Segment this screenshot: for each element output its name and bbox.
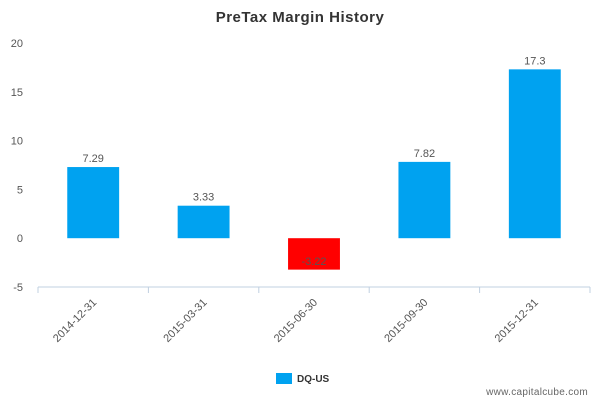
data-label: 7.29 <box>82 153 103 165</box>
bar-series <box>67 69 561 270</box>
x-tick-label: 2015-06-30 <box>272 297 320 345</box>
x-tick-label: 2015-09-30 <box>382 297 430 345</box>
y-tick-label: 20 <box>11 38 23 50</box>
data-label: 3.33 <box>193 192 214 204</box>
data-label: 17.3 <box>524 55 545 67</box>
y-axis: -5 0 5 10 15 20 <box>11 38 23 294</box>
legend-label: DQ-US <box>297 374 330 385</box>
legend-swatch <box>276 373 292 384</box>
data-labels: 7.29 3.33 -3.22 7.82 17.3 <box>82 55 545 268</box>
credit-text: www.capitalcube.com <box>485 387 588 398</box>
chart-title: PreTax Margin History <box>216 9 385 26</box>
bar[interactable] <box>67 167 120 239</box>
y-tick-label: -5 <box>13 282 23 294</box>
x-tick-label: 2014-12-31 <box>51 297 99 345</box>
data-label: -3.22 <box>301 256 326 268</box>
x-tick-label: 2015-03-31 <box>161 297 209 345</box>
y-tick-label: 15 <box>11 87 23 99</box>
bar[interactable] <box>288 238 340 270</box>
bar[interactable] <box>508 69 561 239</box>
y-tick-label: 10 <box>11 136 23 148</box>
data-label: 7.82 <box>414 148 435 160</box>
x-axis: 2014-12-31 2015-03-31 2015-06-30 2015-09-30… <box>37 286 591 345</box>
bar[interactable] <box>398 161 451 239</box>
x-tick-label: 2015-12-31 <box>493 297 541 345</box>
legend[interactable]: DQ-US <box>276 373 330 385</box>
y-tick-label: 5 <box>17 184 23 196</box>
y-tick-label: 0 <box>17 233 23 245</box>
bar[interactable] <box>177 205 230 239</box>
